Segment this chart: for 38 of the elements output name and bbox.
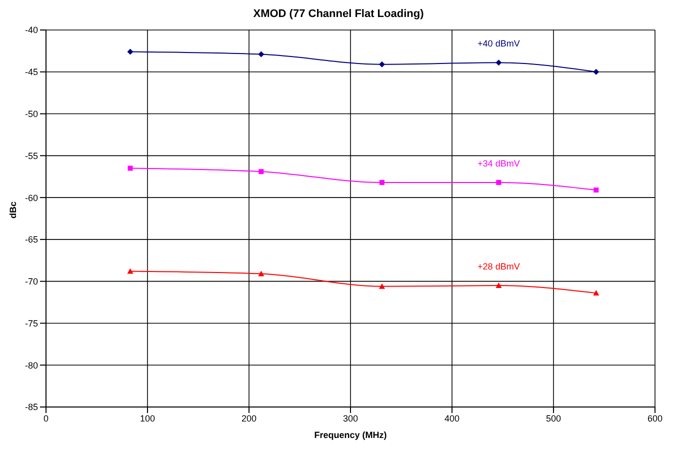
x-tick-label: 500 — [546, 413, 562, 424]
y-tick-label: -55 — [24, 150, 38, 161]
x-tick-label: 200 — [241, 413, 257, 424]
y-axis-title: dBc — [8, 201, 18, 218]
point — [496, 60, 502, 66]
y-tick-label: -70 — [24, 276, 38, 287]
x-tick-label: 0 — [43, 413, 49, 424]
point — [378, 283, 385, 289]
chart-title: XMOD (77 Channel Flat Loading) — [252, 8, 425, 22]
y-tick-label: -45 — [24, 67, 38, 78]
point — [594, 188, 599, 193]
point — [128, 166, 133, 171]
point — [593, 68, 600, 75]
point — [593, 290, 600, 296]
point — [378, 61, 385, 68]
y-tick-label: -40 — [24, 25, 38, 36]
y-tick-label: -65 — [24, 234, 38, 245]
series-label: +40 dBmV — [478, 38, 520, 49]
y-tick-label: -80 — [24, 360, 38, 370]
point — [127, 268, 134, 274]
y-tick-label: -50 — [24, 108, 38, 119]
x-tick-label: 600 — [647, 413, 663, 424]
point — [127, 48, 134, 55]
y-tick-label: -85 — [24, 402, 38, 412]
point — [258, 51, 264, 58]
series-label: +28 dBmV — [478, 262, 520, 272]
point — [496, 180, 502, 185]
x-tick-label: 300 — [342, 413, 358, 424]
series-label: +34 dBmV — [478, 158, 520, 168]
x-axis-title: Frequency (MHz) — [314, 430, 387, 440]
x-tick-label: 100 — [140, 413, 156, 424]
y-tick-label: -60 — [24, 192, 38, 203]
x-tick-label: 400 — [444, 413, 460, 424]
point — [379, 180, 384, 185]
point — [258, 270, 264, 276]
point — [258, 169, 264, 174]
y-tick-label: -75 — [24, 318, 38, 328]
point — [496, 282, 502, 288]
